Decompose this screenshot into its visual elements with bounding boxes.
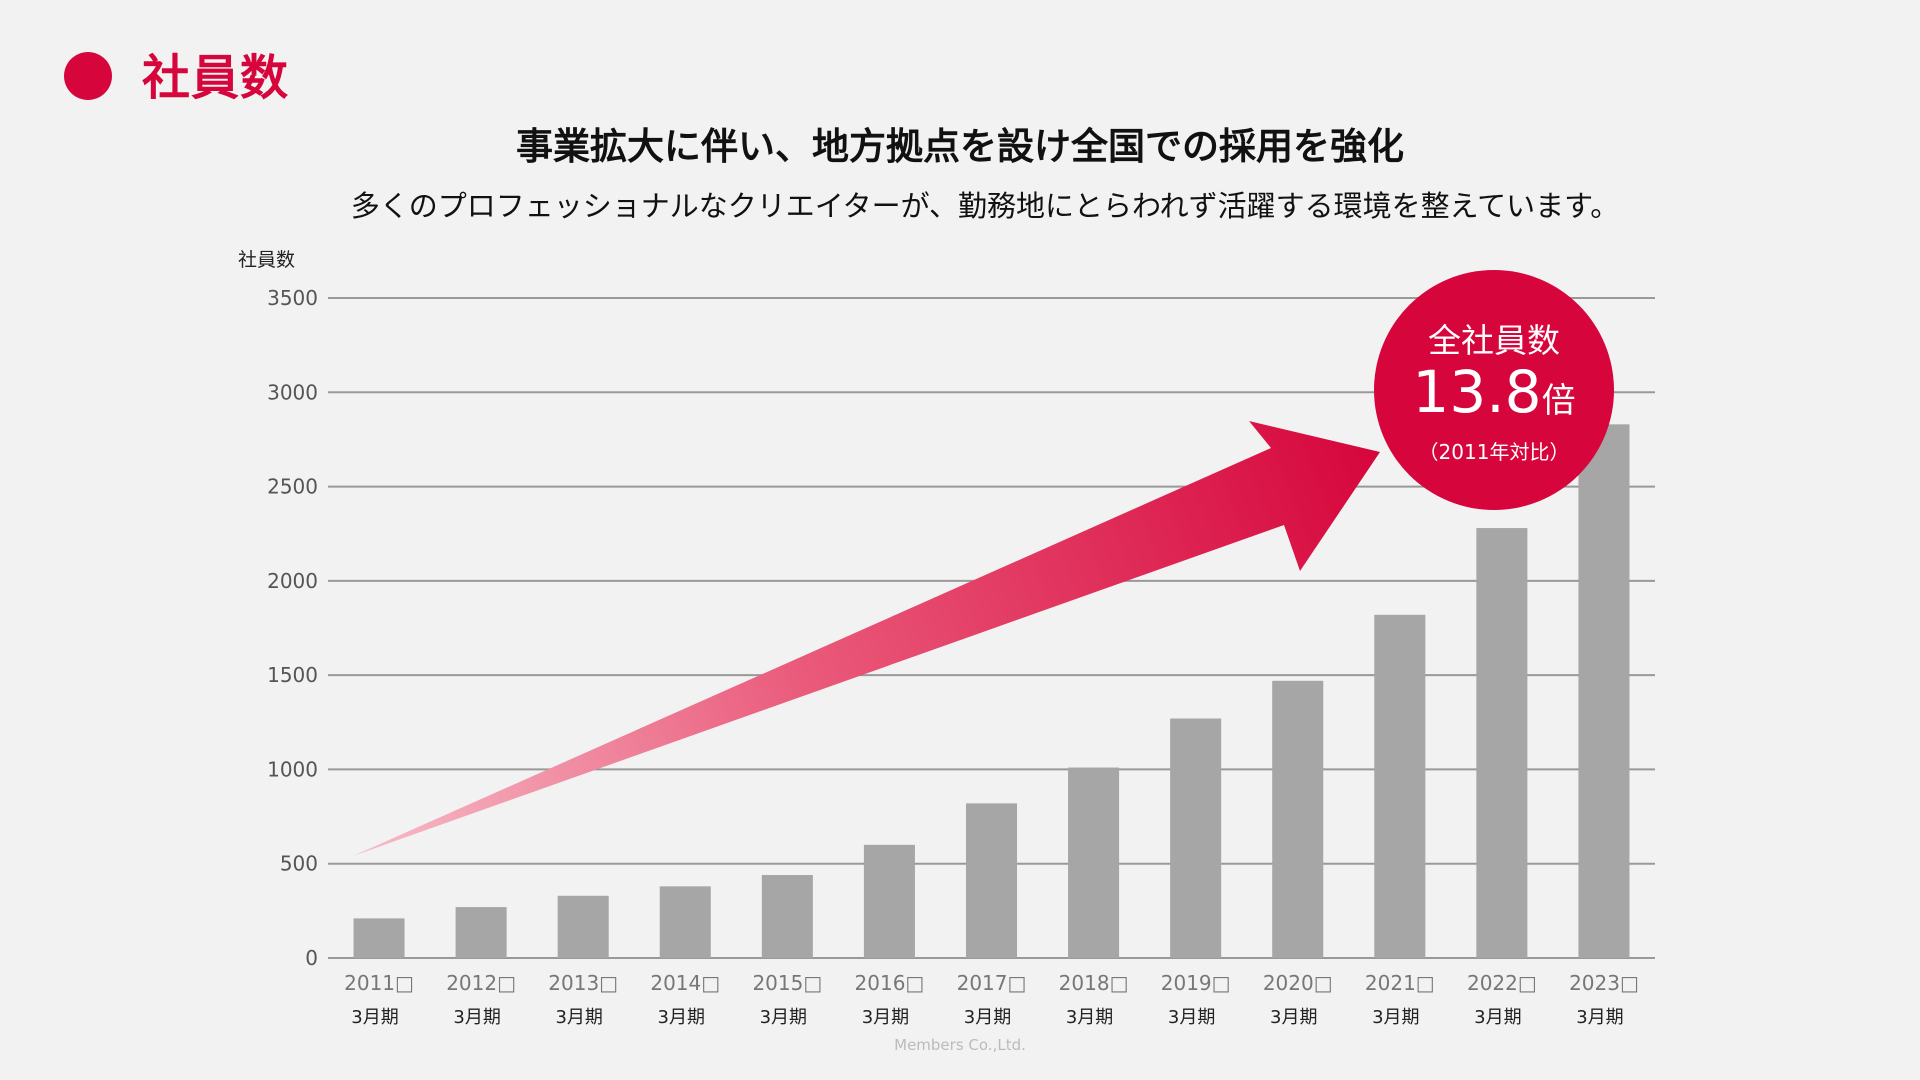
bar — [1476, 528, 1528, 958]
x-tick-sublabel: 3月期 — [658, 1007, 705, 1028]
x-tick-sublabel: 3月期 — [453, 1007, 500, 1028]
y-tick-label: 1500 — [267, 663, 318, 687]
x-tick-sublabel: 3月期 — [760, 1007, 807, 1028]
x-tick-label: 2012□ — [446, 971, 516, 995]
headline: 事業拡大に伴い、地方拠点を設け全国での採用を強化 — [516, 125, 1404, 168]
y-axis-title: 社員数 — [238, 249, 295, 271]
badge-unit: 倍 — [1541, 381, 1576, 421]
bar — [1170, 718, 1222, 958]
x-tick-sublabel: 3月期 — [555, 1007, 602, 1028]
bar — [1578, 424, 1630, 958]
section-bullet-icon — [64, 52, 112, 100]
badge-multiplier-line: 13.8倍 — [1374, 358, 1614, 426]
bar — [353, 918, 405, 958]
x-tick-label: 2017□ — [957, 971, 1027, 995]
y-tick-label: 2000 — [267, 569, 318, 593]
footer-copyright: Members Co.,Ltd. — [894, 1036, 1026, 1054]
y-tick-label: 2500 — [267, 475, 318, 499]
growth-badge: 全社員数 13.8倍 （2011年対比） — [1374, 270, 1614, 510]
x-tick-sublabel: 3月期 — [351, 1007, 398, 1028]
y-tick-label: 3000 — [267, 380, 318, 404]
badge-multiplier: 13.8 — [1412, 358, 1542, 426]
bar — [659, 886, 711, 958]
bar — [1374, 614, 1426, 958]
x-tick-label: 2016□ — [855, 971, 925, 995]
x-tick-label: 2020□ — [1263, 971, 1333, 995]
bar — [455, 907, 507, 958]
growth-arrow-icon — [353, 421, 1380, 856]
bar — [965, 803, 1018, 958]
y-tick-label: 3500 — [267, 286, 318, 310]
section-title: 社員数 — [142, 50, 290, 106]
x-tick-sublabel: 3月期 — [1372, 1007, 1419, 1028]
bar — [863, 844, 915, 958]
subline: 多くのプロフェッショナルなクリエイターが、勤務地にとらわれず活躍する環境を整えて… — [350, 189, 1620, 223]
y-tick-label: 0 — [305, 946, 318, 970]
bar — [557, 895, 609, 958]
x-tick-sublabel: 3月期 — [1576, 1007, 1623, 1028]
x-tick-sublabel: 3月期 — [1270, 1007, 1317, 1028]
x-tick-label: 2019□ — [1161, 971, 1231, 995]
bar — [1068, 767, 1120, 958]
x-tick-label: 2018□ — [1059, 971, 1129, 995]
x-tick-label: 2021□ — [1365, 971, 1435, 995]
badge-note: （2011年対比） — [1418, 440, 1570, 464]
x-tick-label: 2015□ — [752, 971, 822, 995]
y-tick-label: 500 — [280, 852, 318, 876]
x-tick-label: 2022□ — [1467, 971, 1537, 995]
x-tick-label: 2014□ — [650, 971, 720, 995]
x-tick-sublabel: 3月期 — [1168, 1007, 1215, 1028]
x-tick-sublabel: 3月期 — [1066, 1007, 1113, 1028]
x-tick-sublabel: 3月期 — [964, 1007, 1011, 1028]
bar — [761, 875, 813, 958]
x-tick-label: 2013□ — [548, 971, 618, 995]
x-tick-label: 2011□ — [344, 971, 414, 995]
x-tick-sublabel: 3月期 — [1474, 1007, 1521, 1028]
badge-title: 全社員数 — [1428, 321, 1560, 360]
x-tick-sublabel: 3月期 — [862, 1007, 909, 1028]
y-tick-label: 1000 — [267, 757, 318, 781]
x-tick-label: 2023□ — [1569, 971, 1639, 995]
bar — [1272, 680, 1324, 958]
